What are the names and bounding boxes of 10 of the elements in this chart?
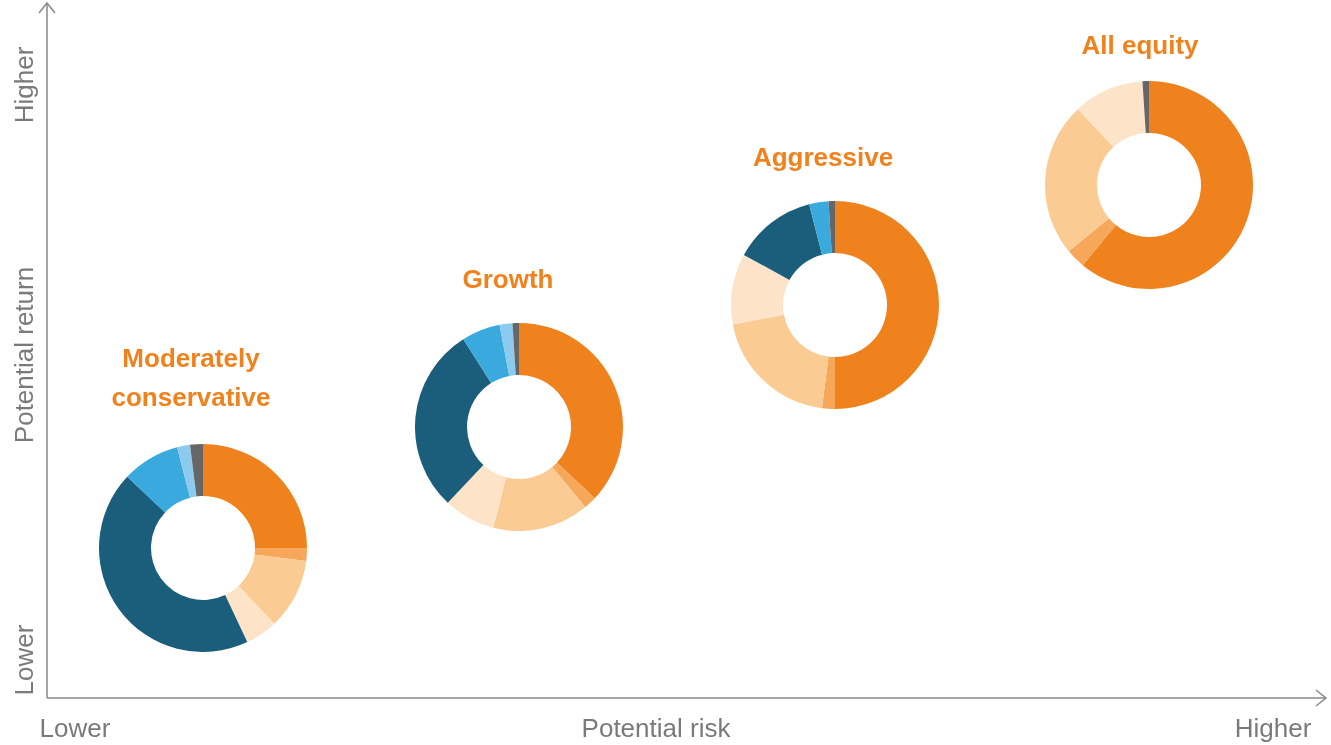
- text: Higher: [1234, 712, 1312, 744]
- chart-title: Growth: [461, 262, 555, 296]
- text: Higher: [8, 46, 40, 124]
- chart-title: Moderately conservative: [110, 342, 272, 414]
- text: Lower: [39, 712, 111, 744]
- chart-title: All equity: [1080, 28, 1200, 62]
- text: Potential risk: [581, 712, 731, 744]
- chart-title: Aggressive: [751, 140, 895, 174]
- text: Potential return: [8, 266, 40, 444]
- text: Lower: [8, 624, 40, 696]
